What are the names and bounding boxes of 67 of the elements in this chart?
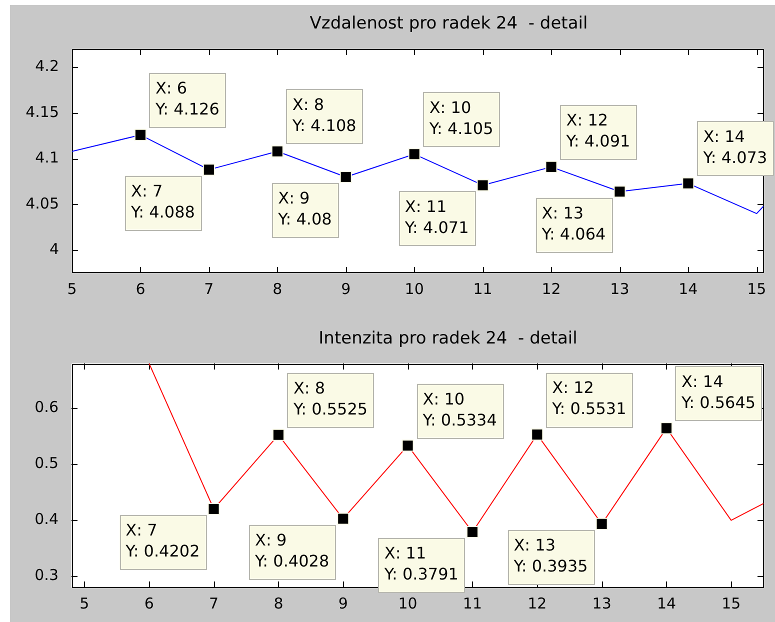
x-tick-label: 11 bbox=[462, 594, 482, 612]
annotation: X: 8 Y: 4.108 bbox=[291, 95, 356, 136]
annotation: X: 7 Y: 4.088 bbox=[130, 181, 195, 222]
point bbox=[208, 502, 220, 516]
y-tick-label: 4.1 bbox=[35, 148, 59, 167]
x-tick-label: 8 bbox=[274, 594, 284, 612]
y-tick-label: 4.2 bbox=[35, 57, 59, 76]
annotation: X: 10 Y: 0.5334 bbox=[422, 389, 497, 430]
x-tick-label: 10 bbox=[404, 280, 424, 298]
point bbox=[596, 518, 608, 530]
point bbox=[408, 148, 420, 160]
y-tick-label: 4.15 bbox=[26, 102, 59, 121]
point bbox=[531, 428, 544, 441]
y-tick-label: 4 bbox=[49, 240, 59, 258]
x-tick-label: 15 bbox=[722, 594, 741, 612]
x-tick-label: 14 bbox=[656, 594, 676, 612]
annotation: X: 9 Y: 4.08 bbox=[277, 188, 332, 229]
annotation: X: 7 Y: 0.4202 bbox=[124, 520, 200, 561]
point bbox=[272, 428, 284, 441]
x-tick-label: 7 bbox=[209, 594, 219, 612]
x-tick-label: 14 bbox=[678, 280, 698, 298]
x-tick-label: 5 bbox=[80, 594, 90, 612]
x-tick-label: 9 bbox=[341, 280, 351, 298]
x-tick-label: 5 bbox=[67, 280, 77, 298]
point bbox=[466, 526, 478, 538]
annotation: X: 11 Y: 0.3791 bbox=[383, 544, 458, 584]
x-tick-label: 6 bbox=[136, 280, 146, 298]
point bbox=[545, 160, 558, 173]
y-tick-label: 0.4 bbox=[34, 510, 58, 528]
x-tick-label: 13 bbox=[610, 280, 630, 298]
annotation: X: 13 Y: 0.3935 bbox=[512, 536, 588, 576]
x-tick-label: 9 bbox=[338, 594, 348, 612]
x-tick-label: 12 bbox=[542, 280, 561, 298]
point bbox=[682, 177, 694, 190]
annotation: X: 13 Y: 4.064 bbox=[540, 203, 606, 244]
point bbox=[614, 186, 626, 198]
point bbox=[340, 170, 352, 184]
chart-title: Vzdalenost pro radek 24 - detail bbox=[310, 13, 588, 34]
annotation: X: 14 Y: 0.5645 bbox=[680, 372, 756, 412]
point bbox=[271, 145, 284, 158]
point bbox=[134, 128, 146, 141]
annotation: X: 11 Y: 4.071 bbox=[404, 196, 469, 237]
point bbox=[660, 422, 673, 434]
x-tick-label: 8 bbox=[272, 280, 282, 298]
annotation: X: 12 Y: 0.5531 bbox=[551, 378, 626, 418]
x-tick-label: 11 bbox=[473, 280, 492, 298]
x-tick-label: 13 bbox=[592, 594, 612, 612]
y-tick-label: 0.6 bbox=[34, 398, 58, 416]
y-tick-label: 0.5 bbox=[34, 454, 58, 472]
x-tick-label: 7 bbox=[204, 280, 214, 298]
y-tick-label: 4.05 bbox=[26, 194, 59, 212]
point bbox=[337, 512, 350, 525]
x-tick-label: 12 bbox=[528, 594, 547, 612]
chart-title: Intenzita pro radek 24 - detail bbox=[318, 328, 578, 348]
annotation: X: 14 Y: 4.073 bbox=[702, 127, 768, 168]
annotation: X: 10 Y: 4.105 bbox=[428, 98, 494, 138]
x-tick-label: 10 bbox=[398, 594, 418, 612]
x-tick-label: 6 bbox=[144, 594, 154, 612]
point bbox=[476, 179, 489, 192]
annotation: X: 9 Y: 0.4028 bbox=[254, 530, 330, 570]
point bbox=[402, 440, 414, 452]
annotation: X: 6 Y: 4.126 bbox=[154, 78, 220, 119]
point bbox=[202, 164, 215, 176]
annotation: X: 8 Y: 0.5525 bbox=[292, 378, 368, 419]
x-tick-label: 15 bbox=[747, 280, 766, 298]
annotation: X: 12 Y: 4.091 bbox=[565, 110, 630, 151]
y-tick-label: 0.3 bbox=[34, 566, 58, 584]
